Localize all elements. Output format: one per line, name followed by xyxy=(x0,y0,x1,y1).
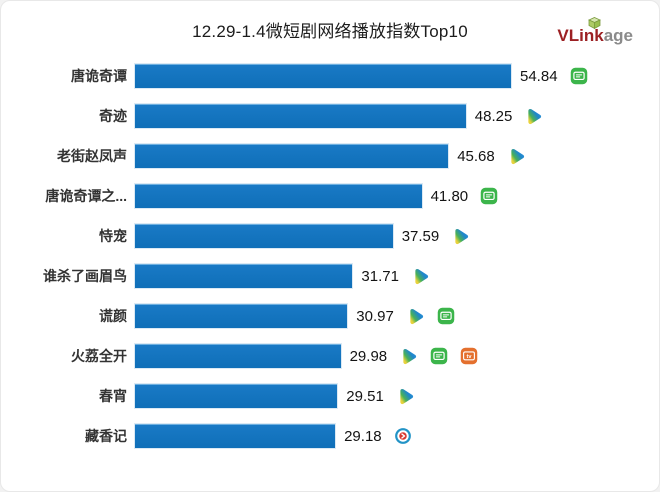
orange-tv-platform-icon: tv xyxy=(460,347,478,365)
chart-row: 藏香记 29.18 xyxy=(13,416,639,456)
platform-icons xyxy=(524,107,543,126)
bar xyxy=(135,344,341,368)
platform-icons xyxy=(406,307,455,326)
value-label: 37.59 xyxy=(401,227,440,245)
chart-row: 春宵 29.51 xyxy=(13,376,639,416)
svg-text:tv: tv xyxy=(467,354,473,360)
chart-row: 火荔全开 29.98 tv xyxy=(13,336,639,376)
bar xyxy=(135,304,348,328)
bar xyxy=(135,384,338,408)
logo-cube-icon xyxy=(587,16,602,33)
platform-icons xyxy=(394,427,412,445)
platform-icons xyxy=(411,267,430,286)
chart-row: 唐诡奇谭之... 41.80 xyxy=(13,176,639,216)
chart-row: 老街赵凤声 45.68 xyxy=(13,136,639,176)
logo-text-vlink: VLink xyxy=(557,26,604,45)
green-tv-platform-icon xyxy=(430,347,448,365)
bar xyxy=(135,224,393,248)
bar xyxy=(135,144,449,168)
value-label: 54.84 xyxy=(520,67,558,85)
category-label: 唐诡奇谭之... xyxy=(45,188,127,204)
bar xyxy=(135,104,466,128)
category-label: 春宵 xyxy=(99,388,127,404)
bar xyxy=(135,264,353,288)
tencent-video-play-icon xyxy=(406,307,425,326)
category-label: 火荔全开 xyxy=(71,348,127,364)
circle-play-platform-icon xyxy=(394,427,412,445)
platform-icons xyxy=(507,147,526,166)
tencent-video-play-icon xyxy=(396,387,415,406)
bar xyxy=(135,64,511,88)
platform-icons xyxy=(396,387,415,406)
value-label: 29.18 xyxy=(344,427,382,445)
platform-icons xyxy=(451,227,470,246)
tencent-video-play-icon xyxy=(524,107,543,126)
green-tv-platform-icon xyxy=(570,67,588,85)
chart-row: 恃宠 37.59 xyxy=(13,216,639,256)
chart-row: 奇迹 48.25 xyxy=(13,96,639,136)
green-tv-platform-icon xyxy=(480,187,498,205)
category-label: 谎颜 xyxy=(99,308,127,324)
tencent-video-play-icon xyxy=(451,227,470,246)
category-label: 奇迹 xyxy=(99,108,127,124)
chart-row: 唐诡奇谭 54.84 xyxy=(13,56,639,96)
tencent-video-play-icon xyxy=(411,267,430,286)
logo-text-age: age xyxy=(603,26,633,45)
value-label: 41.80 xyxy=(430,187,469,205)
tencent-video-play-icon xyxy=(507,147,526,166)
chart-title: 12.29-1.4微短剧网络播放指数Top10 xyxy=(192,22,468,41)
platform-icons: tv xyxy=(399,347,478,366)
bar xyxy=(135,424,336,448)
chart-row: 谁杀了画眉鸟 31.71 xyxy=(13,256,639,296)
platform-icons xyxy=(570,67,588,85)
vlinkage-logo: VLinkage xyxy=(557,17,633,45)
value-label: 30.97 xyxy=(356,307,394,325)
category-label: 唐诡奇谭 xyxy=(71,68,127,84)
category-label: 老街赵凤声 xyxy=(57,148,127,164)
value-label: 29.98 xyxy=(349,347,388,365)
value-label: 45.68 xyxy=(457,147,495,165)
bar xyxy=(135,184,422,208)
category-label: 谁杀了画眉鸟 xyxy=(43,268,127,284)
green-tv-platform-icon xyxy=(437,307,455,325)
value-label: 29.51 xyxy=(346,387,384,405)
bar-chart: 唐诡奇谭 54.84 奇迹 48.25 老街赵凤声 45.68 唐诡奇谭之... 41.… xyxy=(1,56,659,456)
category-label: 恃宠 xyxy=(99,228,127,244)
category-label: 藏香记 xyxy=(85,428,127,444)
value-label: 48.25 xyxy=(474,107,513,125)
tencent-video-play-icon xyxy=(399,347,418,366)
chart-row: 谎颜 30.97 xyxy=(13,296,639,336)
platform-icons xyxy=(480,187,498,205)
value-label: 31.71 xyxy=(361,267,399,285)
